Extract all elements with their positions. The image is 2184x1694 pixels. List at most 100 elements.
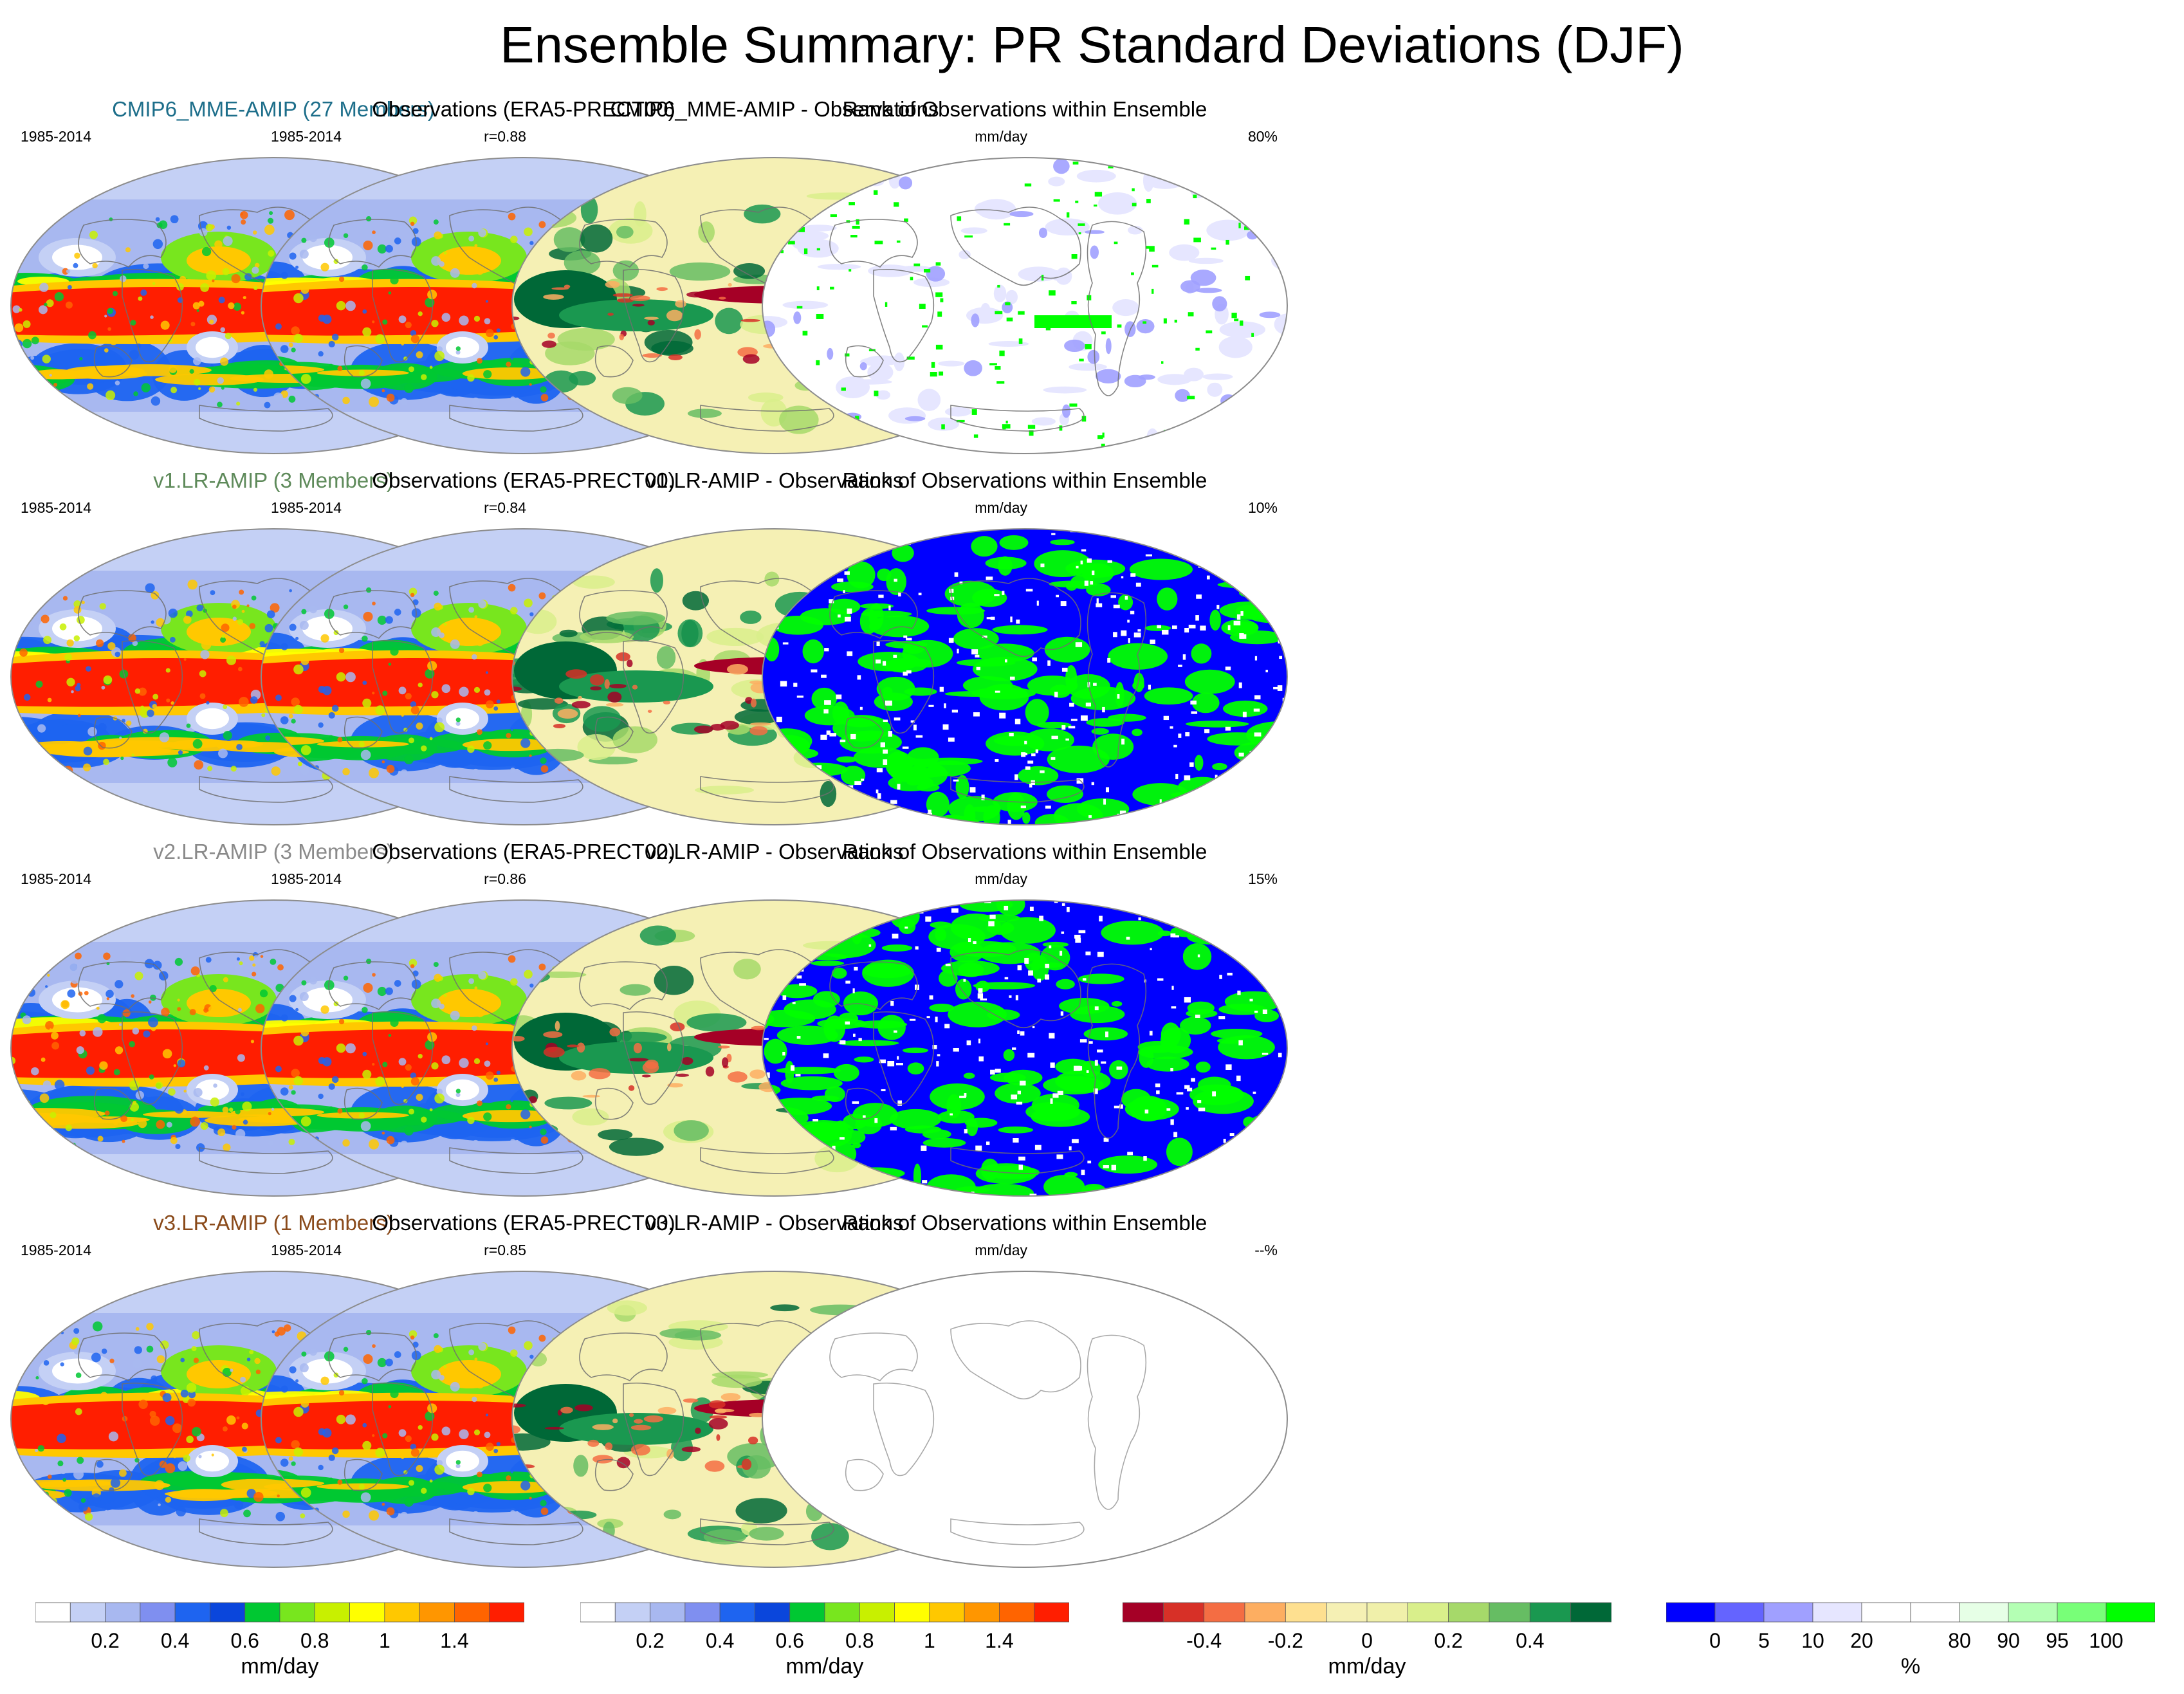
colorbar-tick-label: 90 [1997, 1629, 2020, 1652]
panel-title: v2.LR-AMIP - Observations [645, 840, 904, 863]
panel-rank-row4: Rank of Observations within Ensemble --% [758, 1210, 1292, 1577]
colorbar-swatch [1162, 1602, 1205, 1623]
colorbar-tick-label: 0.4 [705, 1629, 735, 1652]
panel-title: v1.LR-AMIP (3 Members) [153, 468, 394, 492]
colorbar-tick-label: 20 [1850, 1629, 1873, 1652]
colorbar-swatch [2008, 1602, 2058, 1623]
correlation-label: r=0.88 [484, 128, 526, 145]
colorbar-units: % [1900, 1654, 1921, 1679]
colorbar-tick-label: 0.2 [636, 1629, 665, 1652]
panel-rank-row2: Rank of Observations within Ensemble 10% [758, 468, 1292, 834]
panel-title: v1.LR-AMIP - Observations [645, 468, 904, 492]
colorbar-swatch [1570, 1602, 1611, 1623]
colorbar-swatch [964, 1602, 1000, 1623]
colorbar-units: mm/day [785, 1654, 864, 1679]
colorbar-swatch [755, 1602, 791, 1623]
colorbar-tick-label: 1 [923, 1629, 935, 1652]
rank-map [762, 1271, 1288, 1568]
colorbar-swatch [1326, 1602, 1368, 1623]
colorbar-tick-label: 5 [1758, 1629, 1770, 1652]
period-label: 1985-2014 [21, 1242, 91, 1258]
colorbar-swatch [859, 1602, 895, 1623]
period-label: 1985-2014 [271, 128, 342, 145]
panel-title: Observations (ERA5-PRECT00) [372, 1211, 675, 1235]
colorbar-swatch [1366, 1602, 1408, 1623]
colorbar-tick-label: 10 [1801, 1629, 1824, 1652]
panel-title: Rank of Observations within Ensemble [842, 97, 1207, 121]
colorbar-swatch [2106, 1602, 2155, 1623]
colorbar-swatch [614, 1602, 650, 1623]
colorbar-swatch [684, 1602, 720, 1623]
colorbar-tick-label: 0.6 [230, 1629, 259, 1652]
figure-title: Ensemble Summary: PR Standard Deviations… [500, 16, 1684, 73]
colorbar-swatch [1285, 1602, 1327, 1623]
correlation-label: r=0.86 [484, 870, 526, 887]
colorbar-swatch [35, 1602, 71, 1623]
colorbar-model: 0.2 0.4 0.6 0.8 1 1.4 mm/day [35, 1602, 524, 1679]
colorbar-tick-label: -0.2 [1267, 1629, 1303, 1652]
colorbar-swatch [824, 1602, 860, 1623]
colorbar-swatch [1763, 1602, 1813, 1623]
correlation-label: r=0.85 [484, 1242, 526, 1258]
panel-title: v2.LR-AMIP (3 Members) [153, 840, 394, 863]
panel-title: CMIP6_MME-AMIP (27 Members) [112, 97, 435, 121]
colorbar-swatch [2057, 1602, 2107, 1623]
colorbar-units: mm/day [1328, 1654, 1406, 1679]
colorbar-swatch [789, 1602, 825, 1623]
colorbar-swatches [580, 1602, 1069, 1623]
colorbar-tick-label: 0 [1709, 1629, 1721, 1652]
colorbar-tick-label: 1 [378, 1629, 390, 1652]
colorbar-swatches [1666, 1602, 2155, 1623]
panel-title: CMIP6_MME-AMIP - Observations [610, 97, 939, 121]
period-label: 1985-2014 [271, 1242, 342, 1258]
panel-title: v3.LR-AMIP (1 Members) [153, 1211, 394, 1235]
panel-rank-row3: Rank of Observations within Ensemble 15% [758, 839, 1292, 1206]
panel-title: v3.LR-AMIP - Observations [645, 1211, 904, 1235]
colorbar-swatches [1123, 1602, 1611, 1623]
units-label: mm/day [975, 1242, 1027, 1258]
colorbar-tick-label: 0.2 [91, 1629, 120, 1652]
colorbar-swatch [140, 1602, 176, 1623]
panel-title: Rank of Observations within Ensemble [842, 1211, 1207, 1235]
colorbar-swatch [1407, 1602, 1449, 1623]
rank-map [762, 528, 1288, 825]
colorbar-swatch [1959, 1602, 2009, 1623]
correlation-label: r=0.84 [484, 499, 526, 516]
colorbar-swatch [1489, 1602, 1530, 1623]
units-label: mm/day [975, 499, 1027, 516]
colorbar-swatch [210, 1602, 246, 1623]
colorbar-swatch [1034, 1602, 1069, 1623]
panel-title: Observations (ERA5-PRECT00) [372, 97, 675, 121]
colorbar-swatch [1204, 1602, 1245, 1623]
colorbar-swatch [650, 1602, 686, 1623]
colorbar-tick-label: 0.2 [1434, 1629, 1463, 1652]
colorbar-swatch [1123, 1602, 1164, 1623]
colorbar-swatch [419, 1602, 455, 1623]
colorbar-obs: 0.2 0.4 0.6 0.8 1 1.4 mm/day [580, 1602, 1069, 1679]
period-label: 1985-2014 [21, 128, 91, 145]
colorbar-swatch [314, 1602, 350, 1623]
colorbar-tick-label: 95 [2046, 1629, 2069, 1652]
panel-title: Rank of Observations within Ensemble [842, 840, 1207, 863]
rank-map [762, 157, 1288, 454]
colorbar-units: mm/day [241, 1654, 319, 1679]
colorbar-swatch [279, 1602, 315, 1623]
colorbar-swatch [929, 1602, 965, 1623]
rank-percent-label: 10% [1247, 499, 1278, 516]
panel-title: Observations (ERA5-PRECT00) [372, 840, 675, 863]
colorbar-tick-label: 80 [1948, 1629, 1971, 1652]
period-label: 1985-2014 [271, 499, 342, 516]
colorbar-tick-label: 0.4 [1516, 1629, 1545, 1652]
colorbar-tick-label: 1.4 [985, 1629, 1014, 1652]
colorbar-swatch [349, 1602, 385, 1623]
units-label: mm/day [975, 870, 1027, 887]
colorbar-diff: -0.4 -0.2 0 0.2 0.4 mm/day [1123, 1602, 1611, 1679]
colorbar-swatch [1529, 1602, 1572, 1623]
colorbar-swatch [105, 1602, 141, 1623]
colorbar-swatch [1666, 1602, 1716, 1623]
rank-percent-label: --% [1254, 1242, 1278, 1258]
colorbar-tick-label: 100 [2089, 1629, 2124, 1652]
colorbar-tick-label: 0 [1361, 1629, 1373, 1652]
colorbar-tick-label: 0.8 [845, 1629, 874, 1652]
colorbar-tick-label: 0.6 [775, 1629, 804, 1652]
